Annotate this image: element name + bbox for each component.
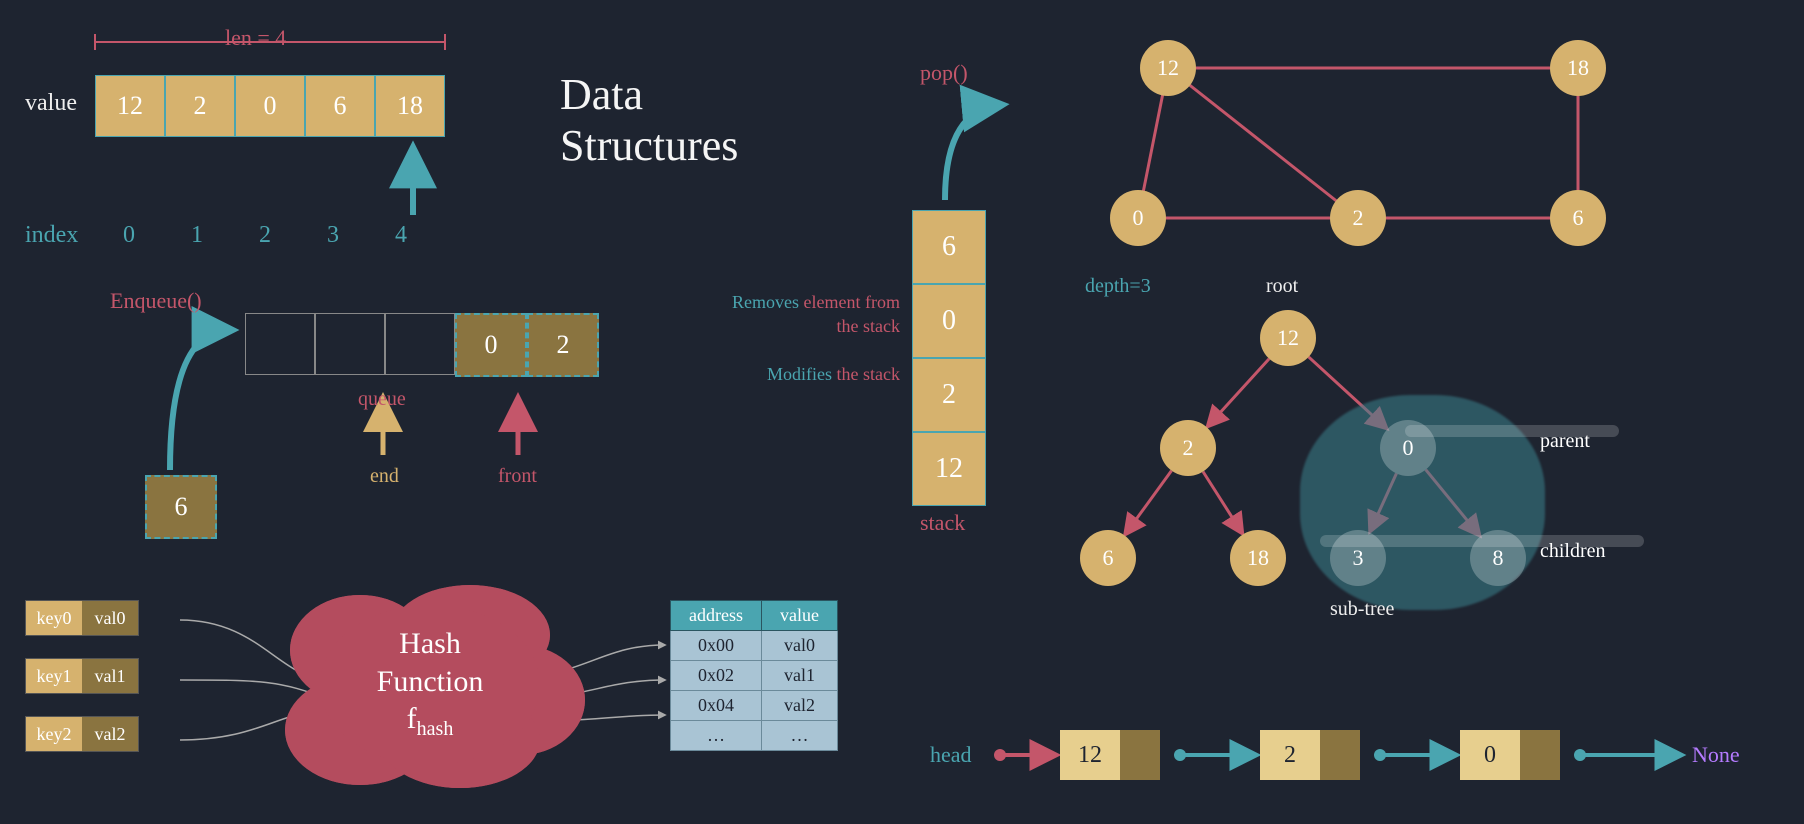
depth-label: depth=3 <box>1085 275 1151 298</box>
stack-cell: 0 <box>912 284 986 358</box>
tree-node: 0 <box>1380 420 1436 476</box>
stack-cell: 12 <box>912 432 986 506</box>
pop-arrow <box>945 105 1000 200</box>
tree-node: 12 <box>1260 310 1316 366</box>
array-index: 1 <box>163 222 231 249</box>
stack-note1: Removes element from the stack <box>720 290 900 339</box>
hash-table-cell: 0x00 <box>671 631 762 661</box>
array-cell: 6 <box>305 75 375 137</box>
array-cell: 2 <box>165 75 235 137</box>
queue-slot: 2 <box>527 313 599 377</box>
index-label: index <box>25 222 78 249</box>
queue-slots: 02 <box>245 313 599 377</box>
hash-table-cell: val2 <box>761 691 837 721</box>
array-cell: 12 <box>95 75 165 137</box>
queue-slot <box>385 313 455 375</box>
hash-l3: fhash <box>407 702 454 735</box>
hash-kv-pairs: key0val0 key1val1 key2val2 <box>25 600 139 774</box>
enqueue-label: Enqueue() <box>110 288 202 314</box>
page-title: DataStructures <box>560 70 738 171</box>
hash-cloud: Hash Function fhash <box>270 580 590 795</box>
queue-slot: 0 <box>455 313 527 377</box>
ll-node: 0 <box>1460 730 1560 780</box>
stack-cell: 6 <box>912 210 986 284</box>
enqueue-item: 6 <box>145 475 217 539</box>
end-label: end <box>370 465 399 488</box>
queue-slot <box>315 313 385 375</box>
array-index: 3 <box>299 222 367 249</box>
ll-node: 12 <box>1060 730 1160 780</box>
enqueue-arrow <box>170 330 230 470</box>
array-cell: 0 <box>235 75 305 137</box>
hash-table-cell: … <box>671 721 762 751</box>
graph-node: 12 <box>1140 40 1196 96</box>
array-cells: 1220618 <box>95 75 445 137</box>
pop-label: pop() <box>920 60 968 86</box>
kv-pair: key2val2 <box>25 716 139 752</box>
hash-table-cell: 0x04 <box>671 691 762 721</box>
queue-label: queue <box>358 388 406 411</box>
tree-node: 18 <box>1230 530 1286 586</box>
stack-label: stack <box>920 510 965 536</box>
front-label: front <box>498 465 537 488</box>
head-label: head <box>930 742 972 768</box>
none-label: None <box>1692 742 1740 768</box>
hash-table-cell: 0x02 <box>671 661 762 691</box>
hash-table: addressvalue0x00val00x02val10x04val2…… <box>670 600 838 751</box>
graph-node: 18 <box>1550 40 1606 96</box>
graph-node: 2 <box>1330 190 1386 246</box>
array-index: 0 <box>95 222 163 249</box>
kv-pair: key1val1 <box>25 658 139 694</box>
hash-l1: Hash <box>399 627 461 660</box>
kv-pair: key0val0 <box>25 600 139 636</box>
array-cell: 18 <box>375 75 445 137</box>
graph-node: 0 <box>1110 190 1166 246</box>
root-label: root <box>1266 275 1298 298</box>
hash-table-cell: val1 <box>761 661 837 691</box>
children-label: children <box>1540 540 1606 563</box>
tree-node: 3 <box>1330 530 1386 586</box>
ll-node: 2 <box>1260 730 1360 780</box>
len-label: len = 4 <box>225 25 286 51</box>
hash-table-header: value <box>761 601 837 631</box>
array-index: 4 <box>367 222 435 249</box>
stack-note2: Modifies the stack <box>720 362 900 386</box>
queue-slot <box>245 313 315 375</box>
stack-cell: 2 <box>912 358 986 432</box>
hash-l2: Function <box>377 665 484 698</box>
parent-label: parent <box>1540 430 1590 453</box>
array-indices: 01234 <box>95 222 435 249</box>
hash-table-cell: val0 <box>761 631 837 661</box>
array-index: 2 <box>231 222 299 249</box>
subtree-label: sub-tree <box>1330 598 1394 621</box>
hash-table-header: address <box>671 601 762 631</box>
hash-table-cell: … <box>761 721 837 751</box>
tree-node: 8 <box>1470 530 1526 586</box>
tree-node: 6 <box>1080 530 1136 586</box>
value-label: value <box>25 90 77 117</box>
stack-cells: 60212 <box>912 210 986 506</box>
tree-node: 2 <box>1160 420 1216 476</box>
graph-node: 6 <box>1550 190 1606 246</box>
